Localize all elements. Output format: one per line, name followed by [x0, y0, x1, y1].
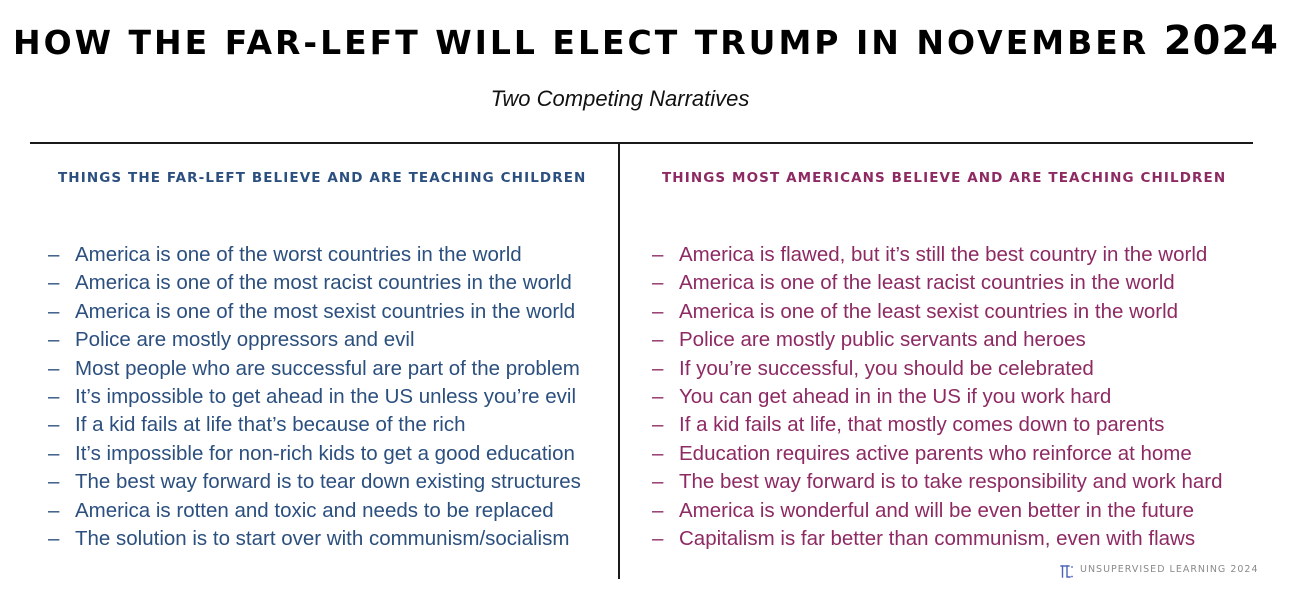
- list-item-text: It’s impossible to get ahead in the US u…: [75, 384, 577, 408]
- list-item-text: Most people who are successful are part …: [75, 356, 580, 380]
- list-item-text: America is wonderful and will be even be…: [679, 498, 1195, 522]
- list-item-text: America is one of the most sexist countr…: [75, 299, 576, 323]
- dash-bullet: –: [48, 243, 60, 266]
- list-item-text: America is one of the worst countries in…: [75, 243, 522, 266]
- dash-bullet: –: [652, 384, 664, 408]
- list-item: – It’s impossible to get ahead in the US …: [48, 385, 613, 413]
- dash-bullet: –: [48, 470, 60, 494]
- list-item-text: Capitalism is far better than communism,…: [679, 526, 1196, 550]
- far-left-column: THINGS THE FAR-LEFT BELIEVE AND ARE TEAC…: [48, 170, 613, 555]
- list-item-text: If a kid fails at life that’s because of…: [75, 413, 466, 437]
- list-item: – The solution is to start over with comm…: [48, 527, 613, 555]
- list-item: – The best way forward is to take respons…: [652, 470, 1252, 498]
- list-item: – America is flawed, but it’s still the b…: [652, 243, 1252, 271]
- list-item-text: It’s impossible for non-rich kids to get…: [75, 441, 575, 465]
- dash-bullet: –: [48, 498, 60, 522]
- far-left-heading: THINGS THE FAR-LEFT BELIEVE AND ARE TEAC…: [58, 170, 587, 186]
- dash-bullet: –: [652, 243, 664, 266]
- list-item: – If a kid fails at life, that mostly com…: [652, 413, 1252, 441]
- list-item: – The best way forward is to tear down ex…: [48, 470, 613, 498]
- list-item: – It’s impossible for non-rich kids to ge…: [48, 442, 613, 470]
- dash-bullet: –: [48, 328, 60, 352]
- dash-bullet: –: [48, 384, 60, 408]
- dash-bullet: –: [48, 356, 60, 380]
- dash-bullet: –: [48, 413, 60, 437]
- list-item-text: Education requires active parents who re…: [679, 441, 1192, 465]
- list-item-text: The solution is to start over with commu…: [75, 526, 570, 550]
- list-item: – Police are mostly public servants and h…: [652, 328, 1252, 356]
- list-item: – You can get ahead in in the US if you w…: [652, 385, 1252, 413]
- list-item-text: You can get ahead in in the US if you wo…: [679, 384, 1112, 408]
- list-item-text: America is rotten and toxic and needs to…: [75, 498, 554, 522]
- most-americans-heading: THINGS MOST AMERICANS BELIEVE AND ARE TE…: [662, 170, 1227, 186]
- list-item: – America is one of the least sexist coun…: [652, 300, 1252, 328]
- list-item: – America is one of the least racist coun…: [652, 271, 1252, 299]
- most-americans-list: – America is flawed, but it’s still the b…: [652, 243, 1252, 555]
- unsupervised-learning-logo-icon: [1060, 563, 1074, 578]
- list-item: – Police are mostly oppressors and evil: [48, 328, 613, 356]
- list-item-text: America is flawed, but it’s still the be…: [679, 243, 1208, 266]
- list-item-text: America is one of the least sexist count…: [679, 299, 1179, 323]
- list-item: – America is wonderful and will be even b…: [652, 499, 1252, 527]
- list-item: – America is one of the most sexist count…: [48, 300, 613, 328]
- list-item-text: Police are mostly oppressors and evil: [75, 328, 415, 352]
- list-item: – Most people who are successful are part…: [48, 357, 613, 385]
- dash-bullet: –: [48, 441, 60, 465]
- list-item-text: America is one of the least racist count…: [679, 271, 1175, 295]
- dash-bullet: –: [652, 328, 664, 352]
- far-left-list: – America is one of the worst countries i…: [48, 243, 613, 555]
- dash-bullet: –: [652, 356, 664, 380]
- dash-bullet: –: [652, 299, 664, 323]
- dash-bullet: –: [652, 526, 664, 550]
- dash-bullet: –: [48, 526, 60, 550]
- footer-brand: UNSUPERVISED LEARNING 2024: [1060, 563, 1259, 578]
- dash-bullet: –: [652, 498, 664, 522]
- brand-text: UNSUPERVISED LEARNING 2024: [1080, 564, 1259, 575]
- dash-bullet: –: [48, 271, 60, 295]
- dash-bullet: –: [652, 413, 664, 437]
- list-item-text: The best way forward is to tear down exi…: [75, 470, 581, 494]
- list-item: – America is rotten and toxic and needs t…: [48, 499, 613, 527]
- list-item-text: If you’re successful, you should be cele…: [679, 356, 1094, 380]
- subtitle: Two Competing Narratives: [490, 86, 750, 111]
- title-text: HOW THE FAR-LEFT WILL ELECT TRUMP IN NOV…: [12, 23, 1150, 62]
- page-title: HOW THE FAR-LEFT WILL ELECT TRUMP IN NOV…: [0, 18, 1292, 64]
- list-item-text: Police are mostly public servants and he…: [679, 328, 1086, 352]
- list-item-text: The best way forward is to take responsi…: [679, 470, 1223, 494]
- list-item: – If a kid fails at life that’s because o…: [48, 413, 613, 441]
- list-item: – America is one of the most racist count…: [48, 271, 613, 299]
- title-year: 2024: [1163, 18, 1280, 64]
- dash-bullet: –: [652, 271, 664, 295]
- dash-bullet: –: [48, 299, 60, 323]
- list-item: – Capitalism is far better than communism…: [652, 527, 1252, 555]
- vertical-divider: [618, 142, 620, 579]
- list-item: – America is one of the worst countries i…: [48, 243, 613, 271]
- list-item: – If you’re successful, you should be cel…: [652, 357, 1252, 385]
- most-americans-column: THINGS MOST AMERICANS BELIEVE AND ARE TE…: [652, 170, 1252, 555]
- list-item: – Education requires active parents who r…: [652, 442, 1252, 470]
- dash-bullet: –: [652, 470, 664, 494]
- dash-bullet: –: [652, 441, 664, 465]
- list-item-text: America is one of the most racist countr…: [75, 271, 572, 295]
- list-item-text: If a kid fails at life, that mostly come…: [679, 413, 1165, 437]
- horizontal-divider: [30, 142, 1253, 144]
